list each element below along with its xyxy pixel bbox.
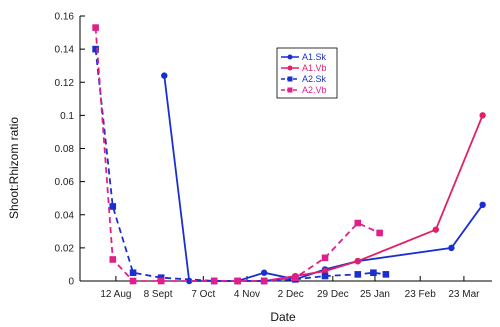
data-point [321, 267, 329, 275]
data-point [432, 226, 440, 233]
data-point [354, 219, 362, 227]
legend-marker [287, 76, 293, 82]
data-point [234, 277, 241, 285]
x-tick-label: 8 Sept [144, 289, 173, 300]
series-layer [92, 24, 486, 285]
data-point [161, 72, 168, 79]
axes: 0 0.02 0.04 0.06 0.08 0.1 0.12 0.14 0.16 12 Aug 8 … [55, 12, 492, 300]
y-tick-label: 0.14 [55, 45, 75, 56]
data-point [321, 272, 329, 280]
legend-item: A1.Sk [281, 52, 327, 62]
series-line [163, 75, 484, 282]
x-tick-label: 2 Dec [278, 289, 304, 300]
legend-item: A2.Sk [281, 74, 327, 84]
y-tick-label: 0.12 [55, 78, 75, 89]
y-tick-label: 0.02 [55, 243, 75, 254]
legend-marker [287, 87, 293, 93]
x-tick-label: 29 Dec [317, 289, 349, 300]
legend-label: A2.Vb [302, 85, 327, 95]
data-point [448, 244, 455, 252]
legend-item: A2.Vb [281, 85, 327, 95]
data-point [92, 24, 99, 31]
data-point [129, 269, 137, 277]
x-tick-label: 12 Aug [100, 289, 131, 300]
data-point [376, 229, 383, 237]
x-tick-label: 23 Feb [405, 289, 437, 300]
series-a1-vb [211, 112, 486, 285]
y-tick-label: 0 [68, 277, 74, 288]
data-point [292, 274, 299, 281]
x-tick-label: 4 Nov [234, 289, 260, 300]
data-point [157, 277, 165, 285]
data-point [354, 271, 362, 278]
y-tick-label: 0.08 [55, 144, 75, 155]
y-tick-label: 0.04 [55, 210, 75, 221]
legend-label: A1.Sk [302, 52, 327, 62]
series-a1-sk [161, 72, 486, 285]
data-point [92, 45, 99, 53]
x-axis-title: Date [270, 310, 296, 324]
x-tick-label: 23 Mar [448, 289, 480, 300]
data-point [370, 269, 377, 277]
data-point [260, 269, 268, 276]
legend-marker [287, 65, 293, 71]
data-point [157, 274, 165, 281]
series-a2-sk [92, 45, 390, 285]
y-tick-label: 0.16 [55, 12, 75, 23]
series-a2-vb [92, 24, 383, 285]
data-point [479, 201, 486, 209]
data-point [479, 112, 486, 119]
y-axis-title: Shoot:Rhizom ratio [7, 117, 21, 219]
data-point [382, 271, 390, 278]
x-tick-label: 25 Jan [360, 289, 390, 300]
x-tick-label: 7 Oct [191, 289, 215, 300]
legend-label: A1.Vb [302, 63, 327, 73]
data-point [109, 256, 117, 263]
y-tick-label: 0.06 [55, 177, 75, 188]
series-line [94, 49, 387, 282]
data-point [210, 277, 218, 285]
data-point [321, 254, 329, 262]
data-point [260, 277, 268, 285]
legend-marker [287, 54, 293, 60]
legend-item: A1.Vb [281, 63, 327, 73]
data-point [354, 257, 361, 265]
series-line [214, 115, 484, 282]
y-tick-label: 0.1 [60, 111, 74, 122]
data-point [109, 203, 117, 210]
legend-label: A2.Sk [302, 74, 327, 84]
series-line [94, 27, 380, 282]
data-point [129, 277, 137, 285]
